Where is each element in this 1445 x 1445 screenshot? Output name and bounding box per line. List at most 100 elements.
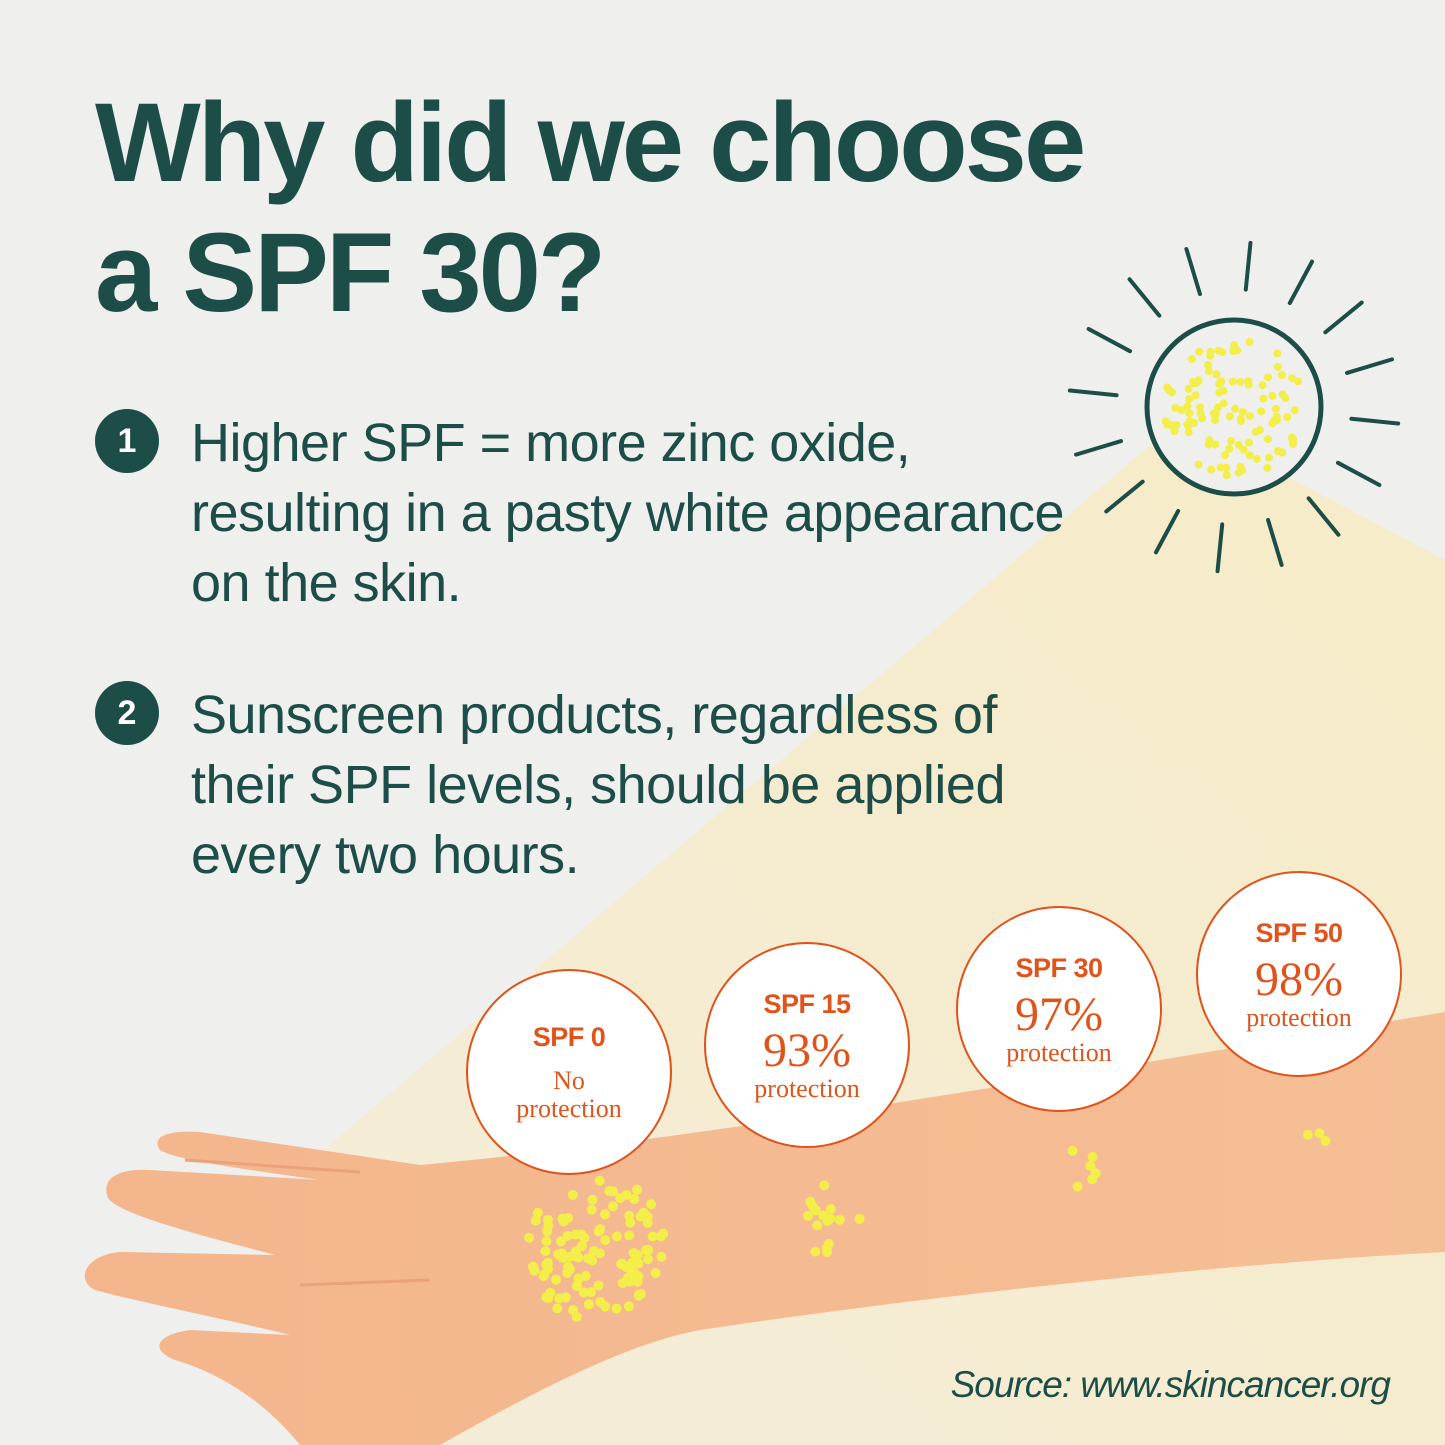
uv-dot — [1265, 453, 1274, 462]
uv-dot — [628, 1248, 639, 1259]
uv-dot — [1230, 341, 1239, 350]
uv-dot — [595, 1224, 606, 1235]
uv-dot — [1245, 412, 1254, 421]
uv-dot — [616, 1258, 627, 1269]
sun-ray — [1287, 259, 1315, 306]
uv-dot — [1273, 349, 1282, 358]
uv-dot — [1263, 463, 1272, 472]
uv-dot — [1252, 454, 1261, 463]
number-badge-2: 2 — [95, 681, 159, 745]
uv-dot — [1290, 406, 1299, 415]
uv-dot — [819, 1180, 830, 1191]
uv-dot — [624, 1230, 635, 1241]
badge-spf-label: SPF 30 — [1015, 952, 1103, 983]
uv-dot — [1273, 362, 1282, 371]
uv-dot — [1067, 1145, 1078, 1156]
uv-dot — [1215, 388, 1224, 397]
uv-dot — [1228, 377, 1237, 386]
uv-dot — [530, 1215, 541, 1226]
uv-dot — [1320, 1135, 1331, 1146]
uv-dot — [1225, 444, 1234, 453]
uv-dot — [1214, 403, 1223, 412]
uv-dot — [545, 1287, 556, 1298]
uv-dot — [1259, 394, 1268, 403]
point-1-text: Higher SPF = more zinc oxide, resulting … — [191, 413, 1065, 613]
uv-dot — [1204, 360, 1213, 369]
uv-dot — [1263, 435, 1272, 444]
title-line-1: Why did we choose — [95, 80, 1086, 205]
uv-dot — [1185, 409, 1194, 418]
sun-icon — [1067, 240, 1401, 574]
uv-dot — [1219, 399, 1228, 408]
arm-illustration — [84, 1012, 1445, 1445]
uv-dot — [543, 1220, 554, 1231]
point-2: 2 Sunscreen products, regardless of thei… — [95, 680, 1111, 890]
uv-dot — [1245, 451, 1254, 460]
uv-dot — [1226, 436, 1235, 445]
uv-dot — [1238, 407, 1247, 416]
badge-spf-label: SPF 15 — [763, 988, 851, 1019]
uv-dot — [1196, 403, 1205, 412]
uv-dot — [805, 1196, 816, 1207]
uv-dot — [528, 1261, 539, 1272]
uv-dot — [1231, 404, 1240, 413]
uv-dot — [1161, 417, 1170, 426]
uv-dot — [1204, 440, 1213, 449]
uv-dot — [594, 1175, 605, 1186]
uv-dot — [1257, 407, 1266, 416]
uv-dot — [600, 1235, 611, 1246]
sun-ray — [1349, 416, 1401, 426]
uv-dot — [1245, 337, 1254, 346]
uv-dot — [641, 1245, 652, 1256]
uv-dot — [1163, 383, 1172, 392]
uv-dot — [560, 1292, 571, 1303]
uv-dot — [1184, 384, 1193, 393]
uv-dot — [1244, 377, 1253, 386]
sun-ray — [1127, 277, 1162, 318]
uv-dot — [1194, 377, 1203, 386]
uv-dot — [810, 1246, 821, 1257]
uv-dot — [557, 1213, 568, 1224]
uv-dot — [1172, 421, 1181, 430]
uv-dot — [823, 1239, 834, 1250]
uv-dot — [1211, 416, 1220, 425]
uv-dot — [1207, 465, 1216, 474]
sun-ray — [1104, 479, 1145, 514]
uv-dot — [854, 1213, 865, 1224]
sun-ray — [1074, 439, 1124, 457]
sun-ray — [1335, 460, 1382, 488]
uv-dot — [1187, 355, 1196, 364]
uv-dot — [617, 1277, 628, 1288]
uv-dot — [1278, 390, 1287, 399]
uv-dot — [583, 1253, 594, 1264]
uv-dot — [586, 1204, 597, 1215]
badge-protection-label: protection — [754, 1073, 860, 1103]
uv-dot — [1184, 428, 1193, 437]
uv-dot — [627, 1257, 638, 1268]
sun-ray — [1086, 326, 1133, 354]
uv-dot — [611, 1231, 622, 1242]
uv-dot — [608, 1201, 619, 1212]
uv-dot — [540, 1246, 551, 1257]
badge-protection-label: No protection — [516, 1065, 622, 1123]
badge-spf-0: SPF 0 No protection — [466, 969, 672, 1175]
uv-dot — [1236, 462, 1245, 471]
uv-dot — [1272, 412, 1281, 421]
uv-dot — [580, 1270, 591, 1281]
uv-dot — [624, 1210, 635, 1221]
uv-dot — [1185, 395, 1194, 404]
uv-dot — [834, 1214, 845, 1225]
uv-dot — [1218, 348, 1227, 357]
uv-dot — [1072, 1181, 1083, 1192]
uv-dot — [562, 1230, 573, 1241]
uv-dot — [1211, 440, 1220, 449]
badge-percent: 98% — [1255, 952, 1343, 1006]
uv-dot — [583, 1299, 594, 1310]
uv-dot — [1177, 406, 1186, 415]
uv-dot — [632, 1184, 643, 1195]
badge-spf-15: SPF 15 93% protection — [704, 942, 910, 1148]
uv-dot — [555, 1236, 566, 1247]
uv-dot — [1190, 418, 1199, 427]
uv-dot — [1183, 402, 1192, 411]
